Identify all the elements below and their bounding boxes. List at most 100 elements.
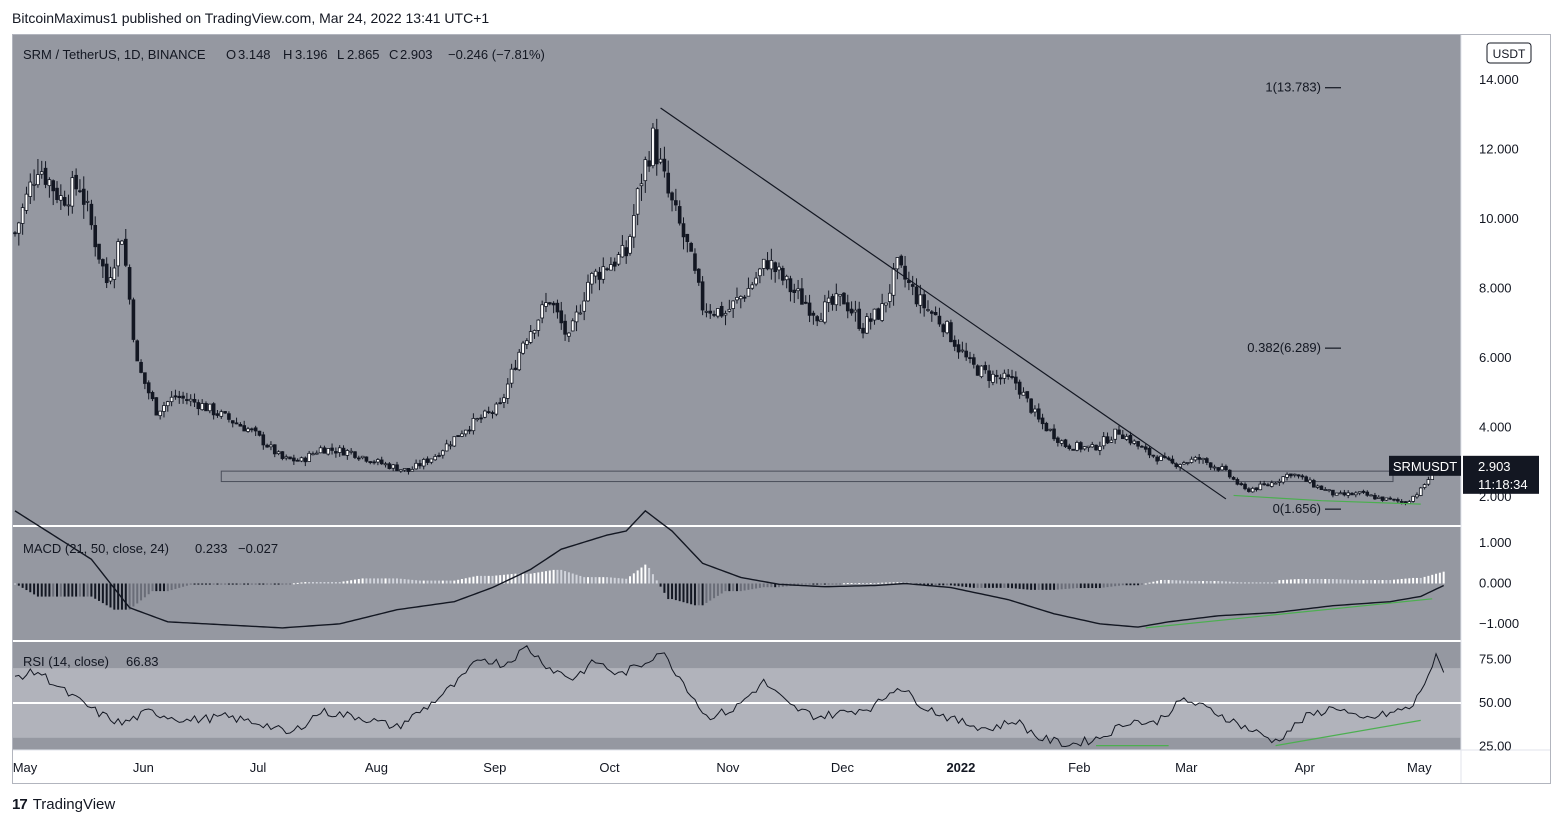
macd-histogram-bar[interactable] bbox=[250, 583, 253, 585]
candle-body[interactable] bbox=[441, 450, 445, 456]
candle-body[interactable] bbox=[605, 268, 609, 271]
macd-histogram-bar[interactable] bbox=[778, 583, 780, 588]
macd-histogram-bar[interactable] bbox=[319, 582, 322, 584]
candle-body[interactable] bbox=[578, 312, 583, 315]
macd-histogram-bar[interactable] bbox=[1240, 582, 1243, 584]
candle-body[interactable] bbox=[1109, 439, 1114, 443]
macd-histogram-bar[interactable] bbox=[1393, 579, 1396, 584]
candle-body[interactable] bbox=[349, 450, 353, 453]
macd-histogram-bar[interactable] bbox=[155, 583, 158, 592]
macd-histogram-bar[interactable] bbox=[29, 583, 32, 593]
candle-body[interactable] bbox=[1396, 499, 1400, 502]
candle-body[interactable] bbox=[62, 197, 67, 206]
macd-histogram-bar[interactable] bbox=[52, 583, 55, 597]
candle-body[interactable] bbox=[979, 365, 984, 378]
macd-histogram-bar[interactable] bbox=[1259, 582, 1262, 584]
macd-histogram-bar[interactable] bbox=[266, 583, 269, 585]
macd-histogram-bar[interactable] bbox=[1186, 580, 1189, 584]
macd-histogram-bar[interactable] bbox=[380, 578, 383, 584]
macd-histogram-bar[interactable] bbox=[262, 583, 265, 585]
candle-body[interactable] bbox=[1124, 435, 1129, 440]
macd-histogram-bar[interactable] bbox=[961, 583, 964, 587]
macd-histogram-bar[interactable] bbox=[323, 582, 326, 584]
candle-body[interactable] bbox=[276, 451, 281, 455]
candle-body[interactable] bbox=[674, 200, 678, 206]
macd-histogram-bar[interactable] bbox=[942, 583, 945, 586]
candle-body[interactable] bbox=[143, 372, 147, 384]
macd-histogram-bar[interactable] bbox=[831, 583, 834, 585]
candle-body[interactable] bbox=[551, 302, 556, 306]
candle-body[interactable] bbox=[555, 302, 560, 313]
macd-histogram-bar[interactable] bbox=[1079, 583, 1082, 589]
candle-body[interactable] bbox=[1048, 428, 1053, 431]
macd-histogram-bar[interactable] bbox=[556, 569, 559, 584]
macd-histogram-bar[interactable] bbox=[1224, 581, 1227, 584]
candle-body[interactable] bbox=[1113, 428, 1117, 440]
candle-body[interactable] bbox=[582, 300, 586, 312]
candle-body[interactable] bbox=[1300, 475, 1305, 478]
macd-histogram-bar[interactable] bbox=[728, 583, 731, 592]
macd-histogram-bar[interactable] bbox=[411, 579, 414, 584]
candle-body[interactable] bbox=[1235, 479, 1240, 485]
macd-histogram-bar[interactable] bbox=[178, 583, 181, 588]
currency-button[interactable]: USDT bbox=[1486, 42, 1532, 64]
candle-body[interactable] bbox=[1029, 398, 1033, 413]
macd-histogram-bar[interactable] bbox=[1053, 583, 1056, 590]
macd-histogram-bar[interactable] bbox=[1404, 578, 1407, 584]
candle-body[interactable] bbox=[548, 302, 552, 305]
candle-body[interactable] bbox=[1369, 494, 1373, 497]
candle-body[interactable] bbox=[1208, 462, 1213, 468]
candle-body[interactable] bbox=[1056, 437, 1060, 443]
macd-histogram-bar[interactable] bbox=[101, 583, 104, 604]
candle-body[interactable] bbox=[1239, 483, 1244, 486]
candle-body[interactable] bbox=[1269, 482, 1274, 487]
candle-body[interactable] bbox=[204, 403, 208, 412]
macd-histogram-bar[interactable] bbox=[804, 583, 807, 585]
macd-histogram-bar[interactable] bbox=[1163, 579, 1166, 584]
candle-body[interactable] bbox=[509, 368, 514, 384]
candle-body[interactable] bbox=[93, 225, 98, 248]
candle-body[interactable] bbox=[116, 241, 120, 267]
candle-body[interactable] bbox=[1159, 455, 1163, 461]
candle-body[interactable] bbox=[811, 312, 816, 316]
macd-histogram-bar[interactable] bbox=[71, 583, 74, 597]
candle-body[interactable] bbox=[1205, 458, 1209, 463]
macd-histogram-bar[interactable] bbox=[842, 583, 845, 585]
candle-body[interactable] bbox=[612, 261, 617, 267]
macd-histogram-bar[interactable] bbox=[1098, 583, 1101, 589]
macd-histogram-bar[interactable] bbox=[269, 583, 272, 585]
candle-body[interactable] bbox=[872, 308, 877, 321]
candle-body[interactable] bbox=[933, 312, 938, 316]
candle-body[interactable] bbox=[234, 422, 239, 425]
candle-body[interactable] bbox=[139, 361, 143, 373]
candle-body[interactable] bbox=[418, 463, 422, 467]
candle-body[interactable] bbox=[853, 309, 858, 313]
macd-histogram-bar[interactable] bbox=[1190, 580, 1193, 584]
macd-histogram-bar[interactable] bbox=[655, 580, 658, 584]
macd-histogram-bar[interactable] bbox=[1041, 583, 1044, 590]
macd-histogram-bar[interactable] bbox=[663, 583, 666, 593]
macd-histogram-bar[interactable] bbox=[816, 583, 819, 585]
macd-histogram-bar[interactable] bbox=[888, 582, 891, 584]
macd-histogram-bar[interactable] bbox=[1320, 579, 1323, 584]
macd-histogram-bar[interactable] bbox=[808, 583, 811, 585]
macd-histogram-bar[interactable] bbox=[571, 573, 574, 584]
candle-body[interactable] bbox=[364, 456, 369, 462]
macd-histogram-bar[interactable] bbox=[220, 583, 223, 585]
macd-histogram-bar[interactable] bbox=[1373, 580, 1376, 584]
macd-histogram-bar[interactable] bbox=[384, 578, 387, 584]
macd-histogram-bar[interactable] bbox=[331, 582, 334, 584]
macd-histogram-bar[interactable] bbox=[36, 583, 39, 597]
candle-body[interactable] bbox=[17, 222, 21, 234]
candle-body[interactable] bbox=[399, 469, 403, 472]
macd-histogram-bar[interactable] bbox=[120, 583, 123, 610]
macd-histogram-bar[interactable] bbox=[426, 580, 429, 584]
macd-histogram-bar[interactable] bbox=[678, 583, 681, 602]
candle-body[interactable] bbox=[318, 447, 323, 454]
candle-body[interactable] bbox=[261, 434, 266, 446]
macd-histogram-bar[interactable] bbox=[21, 583, 24, 588]
candle-body[interactable] bbox=[658, 158, 663, 163]
candle-body[interactable] bbox=[154, 397, 159, 416]
macd-histogram-bar[interactable] bbox=[105, 583, 108, 606]
candle-body[interactable] bbox=[483, 410, 487, 418]
